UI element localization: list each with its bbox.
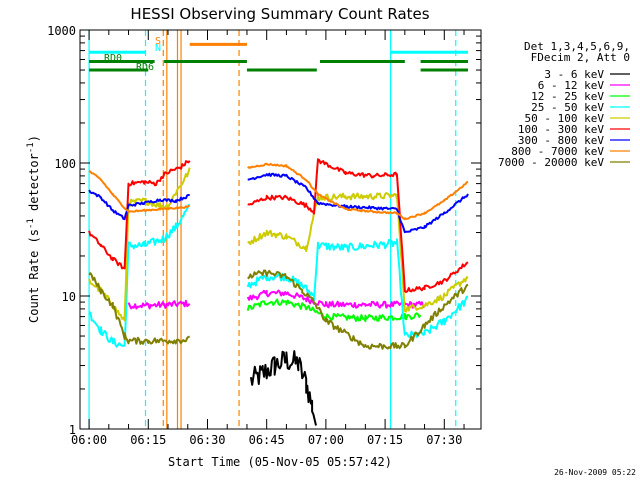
x-tick-label-3: 06:45 <box>249 433 285 447</box>
series-line-7 <box>88 162 469 221</box>
legend-label-1: 6 - 12 keV <box>538 79 605 92</box>
series-line-0 <box>249 350 317 426</box>
legend-label-3: 25 - 50 keV <box>531 101 604 114</box>
legend-label-7: 800 - 7000 keV <box>511 145 604 158</box>
y-tick-label-2: 100 <box>54 157 76 171</box>
x-tick-label-2: 06:30 <box>189 433 225 447</box>
series-line-1 <box>127 289 425 310</box>
x-tick-label-0: 06:00 <box>71 433 107 447</box>
series-group <box>88 158 469 426</box>
series-line-8 <box>88 269 469 350</box>
y-axis-label: Count Rate (s-1 detector-1) <box>26 135 41 323</box>
legend: Det 1,3,4,5,6,9,FDecim 2, Att 0 3 - 6 keV… <box>498 40 630 169</box>
flag-label-1: S <box>155 36 161 47</box>
legend-label-5: 100 - 300 keV <box>518 123 604 136</box>
legend-label-6: 300 - 800 keV <box>518 134 604 147</box>
x-tick-label-4: 07:00 <box>308 433 344 447</box>
x-axis-label: Start Time (05-Nov-05 05:57:42) <box>168 455 392 469</box>
plot-area: SN RD0 RD6 1 10 100 1000 06:00 06:15 06:30 06:45 07… <box>47 24 482 447</box>
x-tick-label-1: 06:15 <box>130 433 166 447</box>
legend-header-1: FDecim 2, Att 0 <box>531 51 630 64</box>
flag-label-4: RD6 <box>136 62 154 73</box>
legend-label-8: 7000 - 20000 keV <box>498 156 604 169</box>
plot-frame <box>79 29 482 430</box>
x-tick-label-5: 07:15 <box>367 433 403 447</box>
series-line-6 <box>88 172 469 234</box>
y-tick-label-3: 1000 <box>47 24 76 38</box>
legend-label-4: 50 - 100 keV <box>525 112 605 125</box>
x-tick-label-6: 07:30 <box>426 433 462 447</box>
y-tick-label-0: 1 <box>69 423 76 437</box>
flag-label-3: RD0 <box>104 53 122 64</box>
series-line-2 <box>246 298 422 323</box>
legend-label-0: 3 - 6 keV <box>544 68 604 81</box>
chart-title: HESSI Observing Summary Count Rates <box>130 5 429 23</box>
flag-label-2: N <box>155 43 161 54</box>
y-tick-label-1: 10 <box>62 290 76 304</box>
timestamp: 26-Nov-2009 05:22 <box>554 468 636 477</box>
series-line-5 <box>88 158 469 293</box>
series-line-4 <box>88 167 469 322</box>
legend-header-0: Det 1,3,4,5,6,9, <box>524 40 630 53</box>
legend-label-2: 12 - 25 keV <box>531 90 604 103</box>
